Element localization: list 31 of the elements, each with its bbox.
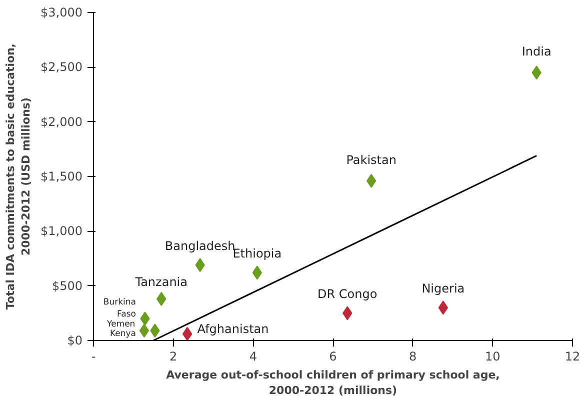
annotation: Kenya xyxy=(110,329,136,340)
x-tick-label: 4 xyxy=(249,350,257,364)
point xyxy=(139,324,150,338)
annotation: Nigeria xyxy=(422,282,465,296)
x-tick-label: 2 xyxy=(170,350,178,364)
x-tick-label: - xyxy=(91,350,96,364)
annotation: Burkina Faso xyxy=(103,298,136,320)
y-axis-title: Total IDA commitments to basic education, 2000-2012 (USD millions) xyxy=(4,43,33,310)
point xyxy=(182,326,192,340)
point xyxy=(366,174,376,188)
x-tick-label: 8 xyxy=(409,350,417,364)
annotation: Bangladesh xyxy=(164,239,236,254)
annotation: Afghanistan xyxy=(197,322,269,336)
point xyxy=(438,300,448,315)
x-tick-label: 12 xyxy=(564,350,580,364)
x-axis-title: Average out-of-school children of primary school age, 2000-2012 (millions) xyxy=(166,368,500,398)
x-tick-label: 6 xyxy=(329,350,337,364)
y-tick-label: $2,500 xyxy=(40,60,83,74)
annotation: Tanzania xyxy=(134,274,188,289)
annotation: Yemen xyxy=(106,320,136,330)
y-tick-label: $2,000 xyxy=(40,114,83,129)
annotation: DR Congo xyxy=(318,287,378,302)
y-tick-label: $3,000 xyxy=(40,6,83,20)
annotation: Ethiopia xyxy=(232,246,282,261)
x-tick-label: 10 xyxy=(485,350,500,364)
annotation: India xyxy=(522,44,552,59)
y-tick-label: $0 xyxy=(67,334,83,348)
y-tick-label: $1,500 xyxy=(40,170,83,184)
annotation: Pakistan xyxy=(346,152,396,167)
y-tick-label: $500 xyxy=(52,278,83,293)
y-tick-label: $1,000 xyxy=(40,224,83,238)
